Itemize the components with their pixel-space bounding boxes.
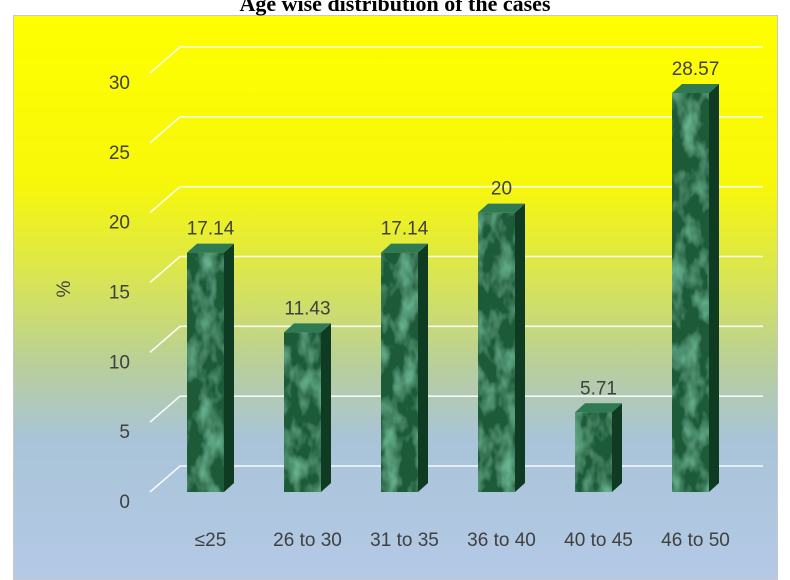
gridline <box>149 395 763 423</box>
category-label: 46 to 50 <box>661 530 730 551</box>
data-label: 11.43 <box>284 298 330 319</box>
y-tick-label: 10 <box>109 352 130 373</box>
category-label: ≤25 <box>195 530 227 551</box>
category-label: 40 to 45 <box>564 530 633 551</box>
bar <box>575 403 622 492</box>
gridline <box>149 465 763 493</box>
y-tick-label: 5 <box>119 422 130 443</box>
category-label: 36 to 40 <box>467 530 536 551</box>
gridline <box>149 46 763 74</box>
y-tick-label: 15 <box>109 283 130 304</box>
category-label: 31 to 35 <box>370 530 439 551</box>
y-tick-label: 25 <box>109 143 130 164</box>
data-label: 28.57 <box>672 59 720 80</box>
gridline <box>149 116 763 144</box>
y-tick-label: 0 <box>119 492 130 513</box>
bar <box>478 203 525 492</box>
data-label: 20 <box>491 179 512 200</box>
gridline <box>149 255 763 284</box>
bar <box>284 323 331 492</box>
y-axis-ticks: 0 5 10 15 20 25 30 <box>109 73 130 513</box>
y-axis-label: % <box>54 280 75 297</box>
chart-title: Age wise distribution of the cases <box>239 0 551 16</box>
y-tick-label: 20 <box>109 213 130 234</box>
bar <box>672 83 719 492</box>
data-label: 17.14 <box>187 219 235 240</box>
bars <box>187 83 719 492</box>
bar <box>381 243 428 492</box>
data-label: 17.14 <box>381 219 429 240</box>
y-tick-label: 30 <box>109 73 130 94</box>
category-label: 26 to 30 <box>273 530 342 551</box>
bar <box>187 243 234 492</box>
gridline <box>149 325 763 353</box>
x-axis-categories: ≤25 26 to 30 31 to 35 36 to 40 40 to 45 46 to… <box>195 530 730 551</box>
data-labels: 17.14 11.43 17.14 20 5.71 28.57 <box>187 59 720 399</box>
gridline <box>149 185 763 214</box>
data-label: 5.71 <box>580 378 617 399</box>
gridlines <box>149 46 763 493</box>
